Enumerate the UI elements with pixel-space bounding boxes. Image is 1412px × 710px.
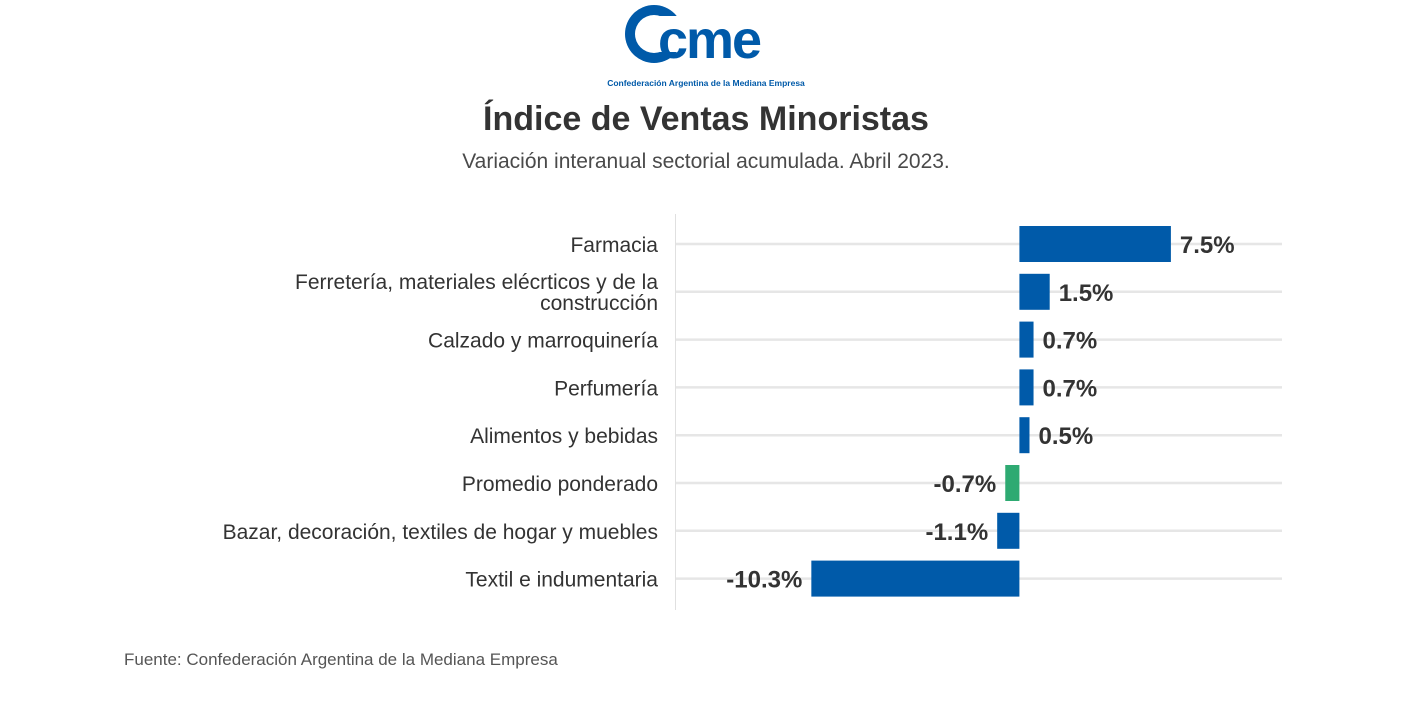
category-labels: Farmacia Ferretería, materiales elécrtico… — [223, 234, 659, 592]
bar — [1005, 465, 1020, 501]
bars — [811, 226, 1171, 597]
value-label: -0.7% — [934, 471, 997, 498]
chart-subtitle: Variación interanual sectorial acumulada… — [462, 150, 950, 173]
logo-wordmark: cme — [658, 10, 761, 70]
category-label: Bazar, decoración, textiles de hogar y m… — [223, 521, 658, 544]
category-label: Perfumería — [554, 377, 658, 400]
bar — [997, 512, 1020, 549]
value-label: 1.5% — [1059, 280, 1114, 307]
value-label: 0.5% — [1039, 423, 1094, 450]
bar — [1019, 417, 1030, 454]
source-note: Fuente: Confederación Argentina de la Me… — [124, 650, 558, 669]
bar — [811, 560, 1020, 597]
category-label: Textil e indumentaria — [465, 569, 658, 592]
bar — [1019, 226, 1171, 262]
bar — [1019, 321, 1034, 358]
logo-tagline: Confederación Argentina de la Mediana Em… — [607, 78, 805, 88]
logo-ring-gap — [660, 16, 690, 52]
value-label: 0.7% — [1043, 328, 1098, 355]
category-label: Alimentos y bebidas — [470, 425, 658, 448]
cme-logo: cme Confederación Argentina de la Median… — [607, 5, 805, 88]
bar — [1019, 273, 1050, 310]
value-label: -10.3% — [726, 567, 802, 594]
value-label: 7.5% — [1180, 232, 1235, 259]
bar — [1019, 369, 1034, 406]
category-label: Ferretería, materiales elécrticos y de l… — [295, 271, 658, 315]
category-label: Calzado y marroquinería — [428, 330, 658, 353]
bar-chart: Farmacia Ferretería, materiales elécrtico… — [223, 214, 1282, 610]
chart-title: Índice de Ventas Minoristas — [483, 100, 929, 138]
category-label: Farmacia — [570, 234, 658, 257]
category-label: Promedio ponderado — [462, 473, 658, 496]
value-labels: 7.5% 1.5% 0.7% 0.7% 0.5% -0.7% -1.1% -10.3% — [726, 232, 1234, 594]
value-label: 0.7% — [1043, 375, 1098, 402]
value-label: -1.1% — [925, 519, 988, 546]
